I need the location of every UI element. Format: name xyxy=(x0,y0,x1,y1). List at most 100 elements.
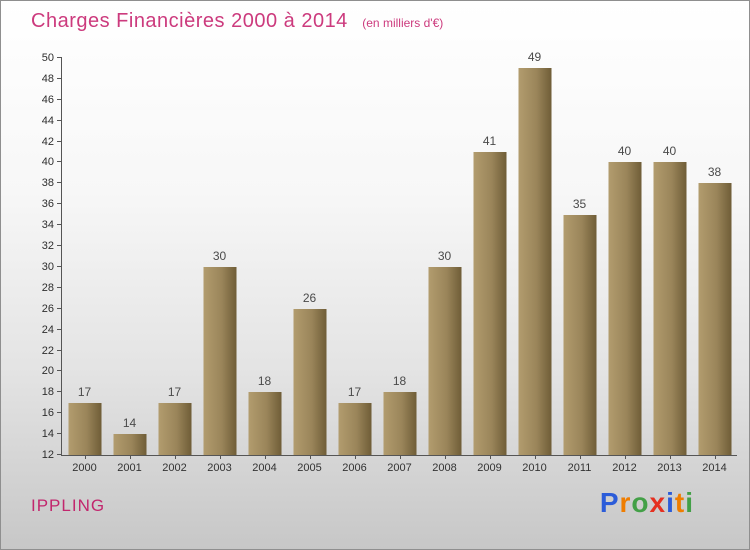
x-tick-mark xyxy=(534,455,536,459)
bar-value-label: 18 xyxy=(257,374,272,389)
x-axis-label: 2004 xyxy=(252,462,277,474)
bar-column: 35 2011 xyxy=(557,58,602,474)
bar-columns: 17 2000 14 2001 17 2002 30 2003 18 2004 26 2005 17 20… xyxy=(62,50,737,474)
x-tick-mark xyxy=(264,455,266,459)
bar-value-label: 14 xyxy=(122,416,137,431)
bar-2002 xyxy=(158,402,191,455)
x-axis-label: 2006 xyxy=(342,462,367,474)
x-tick-mark xyxy=(129,455,131,459)
x-tick-mark xyxy=(84,455,86,459)
x-axis-label: 2013 xyxy=(657,462,682,474)
y-tick-label: 48 xyxy=(41,72,54,85)
y-tick-label: 28 xyxy=(41,281,54,294)
bar-value-label: 17 xyxy=(167,384,182,399)
bar-column: 40 2013 xyxy=(647,58,692,474)
bar-column: 38 2014 xyxy=(692,58,737,474)
commune-name: IPPLING xyxy=(31,496,106,515)
y-tick-label: 26 xyxy=(41,302,54,315)
y-tick-mark xyxy=(57,57,62,58)
y-tick-label: 14 xyxy=(41,428,54,441)
bar-value-label: 26 xyxy=(302,290,317,305)
x-axis-label: 2001 xyxy=(117,462,142,474)
y-tick-mark xyxy=(57,203,62,205)
y-tick-label: 22 xyxy=(41,344,54,357)
y-tick-mark xyxy=(57,307,62,309)
bar-2001 xyxy=(113,434,146,455)
x-tick-mark xyxy=(579,455,581,459)
x-axis-label: 2008 xyxy=(432,462,457,474)
bar-2014 xyxy=(698,183,731,455)
y-tick-label: 42 xyxy=(41,135,54,148)
logo-letter: o xyxy=(631,487,650,518)
bar-value-label: 35 xyxy=(572,196,587,211)
y-tick-label: 24 xyxy=(41,323,54,336)
y-tick-mark xyxy=(57,77,62,79)
x-axis-label: 2010 xyxy=(522,462,547,474)
y-tick-mark xyxy=(57,370,62,372)
y-tick-mark xyxy=(57,265,62,267)
y-tick-mark xyxy=(57,454,62,455)
bar-value-label: 40 xyxy=(662,144,677,159)
y-axis: 12 14 16 18 20 22 24 26 28 30 32 34 36 38 40 42 44 46 48 50 xyxy=(42,52,737,461)
x-axis-label: 2011 xyxy=(567,462,592,474)
logo-letter: P xyxy=(599,487,620,518)
x-tick-mark xyxy=(489,455,491,459)
bar-2003 xyxy=(203,266,236,455)
y-tick-mark xyxy=(57,412,62,414)
y-tick-mark xyxy=(57,119,62,121)
y-tick-mark xyxy=(57,140,62,142)
logo-letter: i xyxy=(685,487,694,518)
y-tick-mark xyxy=(57,286,62,288)
x-axis-label: 2000 xyxy=(72,462,97,474)
x-tick-mark xyxy=(714,455,716,459)
bar-2007 xyxy=(383,392,416,455)
y-tick-mark xyxy=(57,161,62,163)
x-axis-label: 2009 xyxy=(477,462,502,474)
x-tick-mark xyxy=(444,455,446,459)
x-axis-label: 2007 xyxy=(387,462,412,474)
bar-2006 xyxy=(338,402,371,455)
y-tick-label: 12 xyxy=(41,449,54,461)
bar-2009 xyxy=(473,152,506,455)
x-axis-label: 2003 xyxy=(207,462,232,474)
y-tick-mark xyxy=(57,245,62,247)
bar-value-label: 17 xyxy=(77,384,92,399)
bar-2013 xyxy=(653,162,686,455)
bar-2004 xyxy=(248,392,281,455)
x-tick-mark xyxy=(669,455,671,459)
bar-2000 xyxy=(68,402,101,455)
y-tick-mark xyxy=(57,98,62,100)
proxiti-logo[interactable]: Proxiti xyxy=(600,487,694,519)
bar-column: 17 2000 xyxy=(62,58,107,474)
logo-letter: i xyxy=(666,487,675,518)
bar-column: 41 2009 xyxy=(467,58,512,474)
bar-value-label: 38 xyxy=(707,165,722,180)
x-axis-label: 2012 xyxy=(612,462,637,474)
bar-column: 30 2003 xyxy=(197,58,242,474)
x-axis-label: 2014 xyxy=(702,462,727,474)
y-tick-mark xyxy=(57,391,62,393)
x-tick-mark xyxy=(354,455,356,459)
y-tick-label: 36 xyxy=(41,198,54,211)
bar-value-label: 40 xyxy=(617,144,632,159)
chart-header: Charges Financières 2000 à 2014 (en mill… xyxy=(31,10,443,33)
y-tick-mark xyxy=(57,224,62,226)
bar-value-label: 41 xyxy=(482,134,497,149)
y-tick-label: 34 xyxy=(41,219,54,232)
bar-column: 17 2006 xyxy=(332,58,377,474)
bar-value-label: 49 xyxy=(527,50,542,65)
y-tick-label: 20 xyxy=(41,365,54,378)
chart-title: Charges Financières 2000 à 2014 xyxy=(31,10,348,32)
logo-letter: r xyxy=(619,487,632,518)
y-tick-label: 30 xyxy=(41,260,54,273)
x-tick-mark xyxy=(219,455,221,459)
y-tick-label: 38 xyxy=(41,177,54,190)
y-tick-mark xyxy=(57,433,62,435)
x-tick-mark xyxy=(624,455,626,459)
y-tick-mark xyxy=(57,182,62,184)
y-tick-label: 32 xyxy=(41,240,54,253)
x-axis-label: 2005 xyxy=(297,462,322,474)
plot-area: 12 14 16 18 20 22 24 26 28 30 32 34 36 38 40 42 44 46 48 50… xyxy=(42,50,737,474)
x-tick-mark xyxy=(309,455,311,459)
bar-column: 40 2012 xyxy=(602,58,647,474)
